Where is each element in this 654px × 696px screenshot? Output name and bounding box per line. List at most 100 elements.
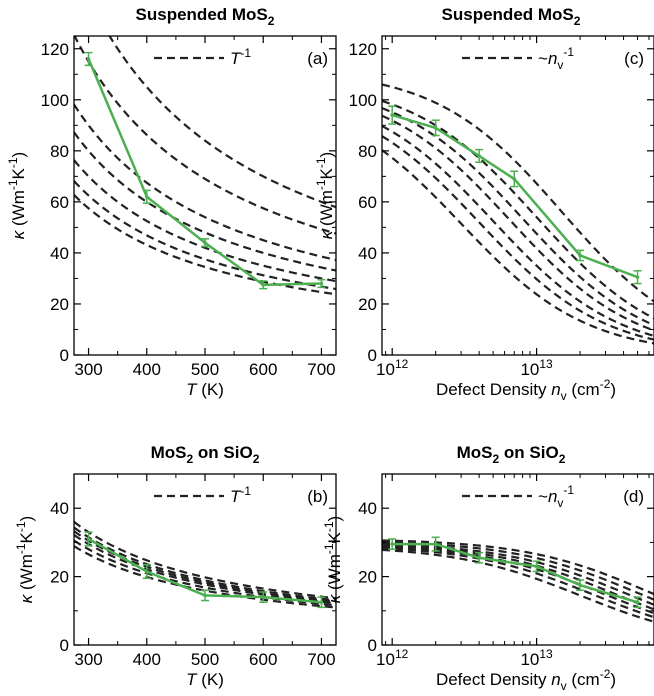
data-point (261, 595, 266, 599)
reference-curve (74, 103, 336, 262)
y-tick-label: 20 (50, 295, 69, 314)
y-tick-label: 40 (358, 244, 377, 263)
data-series (388, 536, 642, 609)
legend: ~nv-1 (462, 45, 574, 72)
x-tick-label: 700 (307, 360, 335, 379)
plot-frame (73, 473, 337, 646)
y-tick-label: 20 (50, 568, 69, 587)
data-point (477, 154, 481, 158)
y-tick-label: 40 (358, 499, 377, 518)
reference-curve (74, 159, 336, 283)
reference-curve (74, 545, 336, 609)
reference-curve (382, 125, 654, 337)
data-point (534, 564, 539, 569)
plot-frame (381, 473, 654, 646)
x-tick-label: 600 (249, 360, 277, 379)
data-point (86, 537, 91, 541)
panel-letter: (a) (307, 49, 328, 68)
y-tick-label: 60 (358, 193, 377, 212)
x-tick-label: 600 (249, 650, 277, 669)
legend: ~nv-1 (462, 483, 574, 510)
reference-curves (74, 36, 336, 296)
x-tick-label: 400 (133, 360, 161, 379)
y-axis-label: κ (Wm-1K-1) (314, 152, 336, 239)
data-point (635, 275, 640, 279)
series-line (87, 58, 322, 287)
y-tick-label: 0 (368, 636, 377, 655)
data-point (261, 283, 266, 287)
data-point (477, 555, 481, 560)
panel-b: 0 20 40 300 400 500 600 700 MoS2 on SiO2 T (K) κ (… (14, 443, 337, 689)
data-series (84, 531, 326, 609)
x-axis-label: Defect Density nv (cm-2) (436, 377, 616, 403)
panel-letter: (c) (624, 49, 644, 68)
series-line (392, 542, 638, 604)
reference-curve (382, 546, 654, 619)
reference-curve (74, 521, 336, 600)
reference-curve (382, 149, 654, 345)
reference-curve (382, 539, 654, 596)
reference-curves (382, 539, 654, 623)
reference-curves (382, 83, 654, 345)
reference-curve (382, 107, 654, 327)
reference-curve (382, 543, 654, 606)
reference-curve (382, 548, 654, 623)
reference-curve (74, 194, 336, 296)
reference-curve (382, 83, 654, 303)
reference-curve (74, 180, 336, 291)
data-point (319, 281, 324, 286)
panel-title: MoS2 on SiO2 (151, 443, 260, 466)
legend-label: ~nv-1 (538, 483, 574, 510)
data-point (203, 593, 207, 598)
data-point (512, 177, 517, 181)
x-tick-label: 300 (74, 650, 102, 669)
data-point (578, 583, 582, 587)
legend-label: T-1 (230, 484, 251, 506)
reference-curve (74, 36, 336, 235)
reference-curve (382, 135, 654, 341)
data-point (144, 569, 149, 574)
panel-a: 0 20 40 60 80 100 120 300 400 500 600 700 Suspended … (6, 5, 337, 399)
y-tick-label: 100 (41, 91, 69, 110)
panel-letter: (d) (623, 487, 644, 506)
x-tick-label: 1012 (376, 357, 409, 379)
y-tick-label: 40 (50, 244, 69, 263)
y-tick-label: 20 (358, 568, 377, 587)
y-axis-label: κ (Wm-1K-1) (322, 516, 344, 603)
series-line (391, 113, 638, 279)
data-series (388, 105, 642, 285)
x-axis-label: Defect Density nv (cm-2) (436, 667, 616, 693)
y-axis-label: κ (Wm-1K-1) (6, 152, 28, 239)
y-tick-label: 80 (358, 142, 377, 161)
y-tick-label: 60 (50, 193, 69, 212)
x-tick-label: 500 (191, 650, 219, 669)
y-tick-label: 0 (368, 346, 377, 365)
data-point (635, 600, 640, 605)
legend-label: T-1 (230, 46, 251, 68)
data-series (84, 51, 326, 290)
x-tick-label: 300 (74, 360, 102, 379)
x-tick-label: 1013 (520, 647, 553, 669)
y-tick-label: 120 (41, 40, 69, 59)
legend: T-1 (154, 484, 251, 506)
y-tick-label: 20 (358, 295, 377, 314)
x-tick-label: 700 (307, 650, 335, 669)
reference-curve (74, 526, 336, 602)
panel-title: Suspended MoS2 (442, 5, 581, 28)
data-point (86, 57, 91, 61)
data-point (319, 600, 324, 605)
legend: T-1 (154, 46, 251, 68)
panel-letter: (b) (307, 487, 328, 506)
panel-d: 0 20 40 1012 1013 MoS2 on SiO2 Defect Density … (322, 443, 654, 693)
x-tick-label: 1012 (376, 647, 409, 669)
x-tick-label: 400 (133, 650, 161, 669)
panel-c: 0 20 40 60 80 100 120 1012 1013 Suspended MoS2 Def… (314, 5, 654, 403)
y-tick-label: 0 (60, 636, 69, 655)
y-axis-label: κ (Wm-1K-1) (14, 516, 36, 603)
y-tick-label: 120 (349, 40, 377, 59)
reference-curve (74, 131, 336, 272)
data-point (390, 542, 394, 546)
data-point (433, 542, 438, 546)
x-axis-label: T (K) (186, 380, 224, 399)
